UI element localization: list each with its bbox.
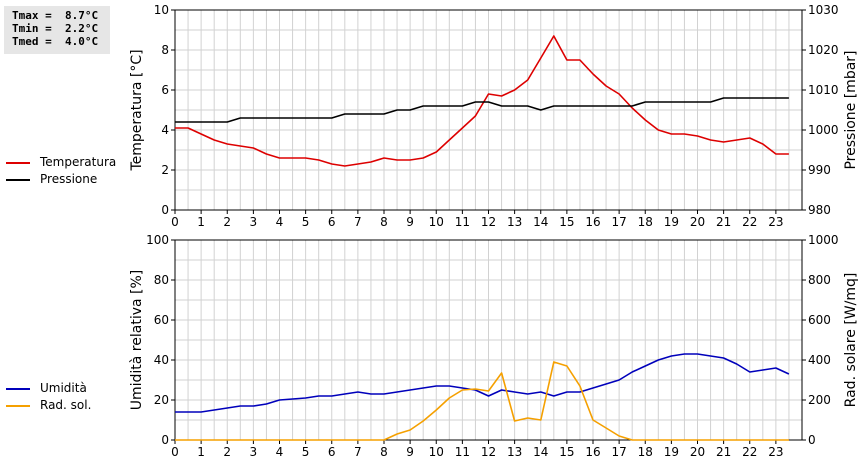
stat-tmin: Tmin = 2.2°C xyxy=(12,22,99,35)
legend-swatch-pressure xyxy=(6,178,30,181)
y-left-tick-label: 0 xyxy=(161,203,169,217)
x-tick-label: 11 xyxy=(455,445,470,459)
x-tick-label: 21 xyxy=(716,445,731,459)
y-left-tick-label: 20 xyxy=(154,393,169,407)
y-right-tick-label: 980 xyxy=(808,203,831,217)
y-left-axis-label: Temperatura [°C] xyxy=(129,49,145,171)
y-right-tick-label: 0 xyxy=(808,433,816,447)
x-tick-label: 0 xyxy=(171,445,179,459)
series-line-pressure xyxy=(175,97,789,123)
y-right-axis-label: Rad. solare [W/mq] xyxy=(843,273,859,408)
x-tick-label: 1 xyxy=(197,445,205,459)
x-tick-label: 5 xyxy=(302,215,310,229)
y-left-tick-label: 100 xyxy=(146,233,169,247)
x-tick-label: 13 xyxy=(507,445,522,459)
y-left-tick-label: 40 xyxy=(154,353,169,367)
x-tick-label: 16 xyxy=(585,445,600,459)
y-left-tick-label: 2 xyxy=(161,163,169,177)
legend-top: Temperatura Pressione xyxy=(6,154,116,188)
x-tick-label: 8 xyxy=(380,215,388,229)
x-tick-label: 3 xyxy=(250,215,258,229)
x-tick-label: 20 xyxy=(690,445,705,459)
y-right-tick-label: 1010 xyxy=(808,83,839,97)
x-tick-label: 21 xyxy=(716,215,731,229)
x-tick-label: 14 xyxy=(533,215,548,229)
legend-label-pressure: Pressione xyxy=(40,172,98,186)
x-tick-label: 12 xyxy=(481,215,496,229)
y-left-tick-label: 80 xyxy=(154,273,169,287)
x-tick-label: 4 xyxy=(276,215,284,229)
stats-box: Tmax = 8.7°C Tmin = 2.2°C Tmed = 4.0°C xyxy=(4,6,110,54)
x-tick-label: 19 xyxy=(664,445,679,459)
y-left-tick-label: 6 xyxy=(161,83,169,97)
legend-label-humidity: Umidità xyxy=(40,381,87,395)
y-right-tick-label: 200 xyxy=(808,393,831,407)
stat-tmed: Tmed = 4.0°C xyxy=(12,35,99,48)
y-right-tick-label: 990 xyxy=(808,163,831,177)
series-line-radiation xyxy=(175,361,789,441)
x-tick-label: 9 xyxy=(406,215,414,229)
x-tick-label: 10 xyxy=(429,215,444,229)
legend-label-radiation: Rad. sol. xyxy=(40,398,92,412)
x-tick-label: 2 xyxy=(223,215,231,229)
series-line-temperature xyxy=(175,35,789,167)
x-tick-label: 7 xyxy=(354,215,362,229)
x-tick-label: 8 xyxy=(380,445,388,459)
legend-swatch-radiation xyxy=(6,404,30,407)
x-tick-label: 2 xyxy=(223,445,231,459)
y-right-tick-label: 400 xyxy=(808,353,831,367)
x-tick-label: 15 xyxy=(559,445,574,459)
legend-swatch-humidity xyxy=(6,387,30,390)
x-tick-label: 6 xyxy=(328,215,336,229)
x-tick-label: 23 xyxy=(768,215,783,229)
x-tick-label: 3 xyxy=(250,445,258,459)
y-left-tick-label: 4 xyxy=(161,123,169,137)
y-right-tick-label: 600 xyxy=(808,313,831,327)
x-tick-label: 17 xyxy=(611,445,626,459)
x-tick-label: 5 xyxy=(302,445,310,459)
x-tick-label: 19 xyxy=(664,215,679,229)
y-right-tick-label: 1030 xyxy=(808,3,839,17)
stat-tmax: Tmax = 8.7°C xyxy=(12,9,99,22)
x-tick-label: 1 xyxy=(197,215,205,229)
x-tick-label: 20 xyxy=(690,215,705,229)
x-tick-label: 14 xyxy=(533,445,548,459)
x-tick-label: 7 xyxy=(354,445,362,459)
y-right-tick-label: 1020 xyxy=(808,43,839,57)
x-tick-label: 4 xyxy=(276,445,284,459)
y-left-tick-label: 8 xyxy=(161,43,169,57)
x-tick-label: 12 xyxy=(481,445,496,459)
y-right-tick-label: 800 xyxy=(808,273,831,287)
x-tick-label: 13 xyxy=(507,215,522,229)
legend-bottom: Umidità Rad. sol. xyxy=(6,380,91,414)
x-tick-label: 22 xyxy=(742,215,757,229)
x-tick-label: 15 xyxy=(559,215,574,229)
legend-item-pressure: Pressione xyxy=(6,171,116,188)
y-left-tick-label: 10 xyxy=(154,3,169,17)
y-left-axis-label: Umidità relativa [%] xyxy=(129,270,145,411)
legend-item-humidity: Umidità xyxy=(6,380,91,397)
legend-label-temperature: Temperatura xyxy=(40,155,117,169)
y-right-axis-label: Pressione [mbar] xyxy=(843,50,859,169)
x-tick-label: 16 xyxy=(585,215,600,229)
x-tick-label: 9 xyxy=(406,445,414,459)
legend-item-radiation: Rad. sol. xyxy=(6,397,91,414)
x-tick-label: 0 xyxy=(171,215,179,229)
y-right-tick-label: 1000 xyxy=(808,233,839,247)
x-tick-label: 11 xyxy=(455,215,470,229)
x-tick-label: 17 xyxy=(611,215,626,229)
y-right-tick-label: 1000 xyxy=(808,123,839,137)
x-tick-label: 22 xyxy=(742,445,757,459)
y-left-tick-label: 0 xyxy=(161,433,169,447)
x-tick-label: 6 xyxy=(328,445,336,459)
y-left-tick-label: 60 xyxy=(154,313,169,327)
legend-swatch-temperature xyxy=(6,161,30,164)
legend-item-temperature: Temperatura xyxy=(6,154,116,171)
x-tick-label: 18 xyxy=(638,215,653,229)
x-tick-label: 10 xyxy=(429,445,444,459)
x-tick-label: 18 xyxy=(638,445,653,459)
series-line-humidity xyxy=(175,353,790,413)
x-tick-label: 23 xyxy=(768,445,783,459)
